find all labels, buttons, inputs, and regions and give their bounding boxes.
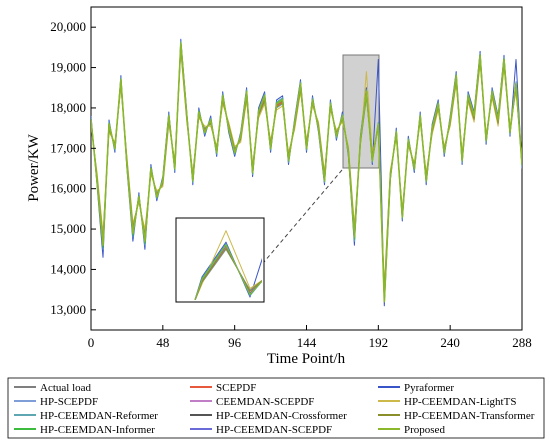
x-tick-label: 48 [156, 335, 169, 350]
y-tick-label: 17,000 [50, 140, 86, 155]
zoom-connector-line [263, 169, 343, 263]
y-tick-label: 18,000 [50, 100, 86, 115]
y-tick-label: 13,000 [50, 302, 86, 317]
y-tick-label: 14,000 [50, 261, 86, 276]
inset-series-line-8 [194, 248, 262, 300]
inset-series-line-11 [194, 244, 262, 300]
plot-area-frame [90, 6, 523, 331]
legend-label: HP-CEEMDAN-SCEPDF [216, 424, 332, 436]
x-tick-label: 144 [297, 335, 317, 350]
legend-label: HP-CEEMDAN-Reformer [40, 410, 158, 422]
x-tick-label: 0 [88, 335, 95, 350]
legend-label: HP-CEEMDAN-Informer [40, 424, 155, 436]
inset-series-line-5 [194, 230, 262, 300]
y-tick-label: 20,000 [50, 19, 86, 34]
legend-frame [7, 377, 545, 439]
inset-series-layer [194, 230, 262, 300]
legend-label: HP-SCEPDF [40, 396, 98, 408]
legend-label: Proposed [404, 424, 445, 436]
x-axis: 0 48 96 144 192 240 288 [88, 325, 532, 350]
legend-label: SCEPDF [216, 382, 256, 394]
legend-label: HP-CEEMDAN-Crossformer [216, 410, 347, 422]
legend: Actual load SCEPDF Pyraformer HP-SCEPDF CEEM… [14, 382, 535, 436]
legend-label: Actual load [40, 382, 92, 394]
x-tick-label: 96 [228, 335, 242, 350]
x-axis-title: Time Point/h [267, 351, 346, 367]
y-axis: 13,000 14,000 15,000 16,000 17,000 18,000 19,0… [50, 19, 96, 317]
legend-label: Pyraformer [404, 382, 454, 394]
legend-label: HP-CEEMDAN-Transformer [404, 410, 535, 422]
x-tick-label: 192 [369, 335, 389, 350]
x-tick-label: 240 [440, 335, 460, 350]
y-axis-title: Power/KW [26, 133, 42, 201]
y-tick-label: 16,000 [50, 181, 86, 196]
inset-series-line-2 [194, 241, 262, 300]
x-tick-label: 288 [512, 335, 532, 350]
y-tick-label: 19,000 [50, 60, 86, 75]
legend-label: CEEMDAN-SCEPDF [216, 396, 314, 408]
series-layer [91, 38, 522, 307]
series-line-11 [91, 42, 522, 303]
legend-label: HP-CEEMDAN-LightTS [404, 396, 516, 408]
y-tick-label: 15,000 [50, 221, 86, 236]
